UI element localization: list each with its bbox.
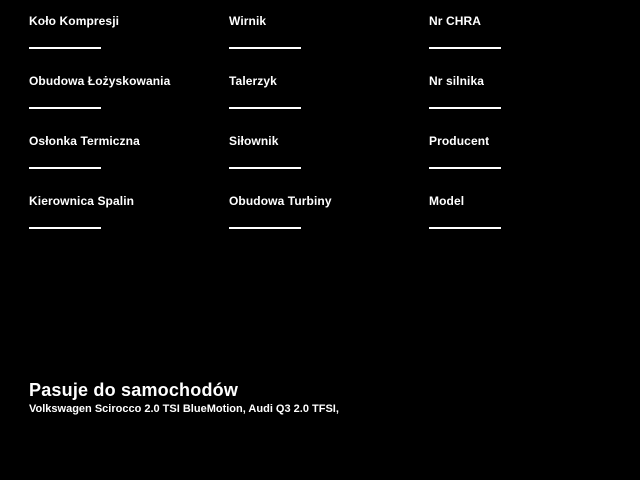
spec-field-obudowa-lozyskowania[interactable]: Obudowa Łożyskowania [29, 74, 219, 109]
spec-field-nr-silnika[interactable]: Nr silnika [429, 74, 619, 109]
spec-label: Siłownik [229, 134, 279, 148]
spec-underline [429, 107, 501, 109]
spec-underline [229, 107, 301, 109]
spec-field-model[interactable]: Model [429, 194, 619, 229]
spec-label: Nr silnika [429, 74, 485, 88]
spec-label: Obudowa Łożyskowania [29, 74, 171, 88]
spec-underline [229, 167, 301, 169]
spec-label: Koło Kompresji [29, 14, 120, 28]
spec-row: Koło Kompresji Wirnik Nr CHRA [29, 14, 611, 74]
compatibility-vehicle-list: Volkswagen Scirocco 2.0 TSI BlueMotion, … [29, 403, 339, 415]
spec-label: Osłonka Termiczna [29, 134, 140, 148]
spec-field-nr-chra[interactable]: Nr CHRA [429, 14, 619, 49]
spec-field-kierownica-spalin[interactable]: Kierownica Spalin [29, 194, 219, 229]
spec-field-talerzyk[interactable]: Talerzyk [229, 74, 419, 109]
spec-field-producent[interactable]: Producent [429, 134, 619, 169]
spec-underline [229, 227, 301, 229]
spec-label: Obudowa Turbiny [229, 194, 332, 208]
spec-underline [29, 107, 101, 109]
spec-field-oslonka-termiczna[interactable]: Osłonka Termiczna [29, 134, 219, 169]
spec-label: Producent [429, 134, 490, 148]
spec-row: Obudowa Łożyskowania Talerzyk Nr silnika [29, 74, 611, 134]
compatibility-heading: Pasuje do samochodów [29, 380, 239, 400]
spec-label: Talerzyk [229, 74, 277, 88]
compatibility-block: Pasuje do samochodów Volkswagen Scirocco… [29, 379, 619, 416]
spec-underline [29, 167, 101, 169]
spec-underline [429, 227, 501, 229]
spec-field-kolo-kompresji[interactable]: Koło Kompresji [29, 14, 219, 49]
spec-underline [229, 47, 301, 49]
spec-field-obudowa-turbiny[interactable]: Obudowa Turbiny [229, 194, 419, 229]
spec-underline [29, 47, 101, 49]
spec-underline [429, 47, 501, 49]
spec-row: Kierownica Spalin Obudowa Turbiny Model [29, 194, 611, 254]
spec-underline [429, 167, 501, 169]
spec-label: Kierownica Spalin [29, 194, 135, 208]
spec-field-wirnik[interactable]: Wirnik [229, 14, 419, 49]
spec-underline [29, 227, 101, 229]
spec-label: Wirnik [229, 14, 267, 28]
spec-row: Osłonka Termiczna Siłownik Producent [29, 134, 611, 194]
spec-label: Model [429, 194, 465, 208]
spec-label: Nr CHRA [429, 14, 482, 28]
spec-field-silownik[interactable]: Siłownik [229, 134, 419, 169]
specification-grid: Koło Kompresji Wirnik Nr CHRA Obudowa Ło… [29, 14, 611, 254]
